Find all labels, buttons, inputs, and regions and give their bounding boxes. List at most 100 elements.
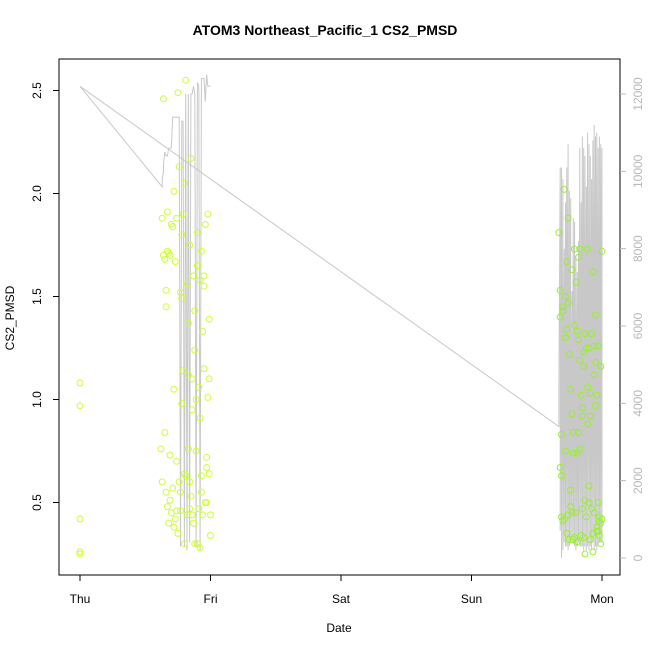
data-point <box>584 245 592 253</box>
data-point <box>188 375 196 383</box>
data-point <box>195 383 203 391</box>
data-point <box>578 412 586 420</box>
data-point <box>188 406 196 414</box>
data-point <box>576 356 584 364</box>
data-point <box>581 330 589 338</box>
data-point <box>592 358 599 366</box>
data-point <box>179 210 187 218</box>
data-point <box>581 496 589 504</box>
y2-tick-label: 8000 <box>631 235 645 262</box>
data-point <box>595 532 603 539</box>
data-point <box>567 385 575 393</box>
data-point <box>205 470 213 478</box>
data-point <box>157 445 165 453</box>
data-point <box>560 185 568 193</box>
data-point <box>203 499 211 506</box>
y-tick-label: 1.5 <box>30 288 44 305</box>
data-point <box>575 336 582 344</box>
data-point <box>590 509 598 517</box>
data-point <box>174 89 182 97</box>
data-point <box>193 229 201 237</box>
data-point <box>180 179 188 187</box>
data-point <box>564 511 572 519</box>
y2-tick-label: 10000 <box>631 154 645 188</box>
data-point <box>161 429 169 436</box>
data-point <box>186 241 194 249</box>
y-tick-label: 2.5 <box>30 82 44 99</box>
data-point <box>76 402 84 410</box>
data-point <box>200 365 208 373</box>
data-point <box>582 513 590 521</box>
plot-frame <box>58 58 621 576</box>
data-point <box>571 245 579 253</box>
data-point <box>175 163 183 171</box>
data-point <box>76 548 84 556</box>
data-point <box>171 258 179 265</box>
chart-title: ATOM3 Northeast_Pacific_1 CS2_PMSD <box>193 22 458 38</box>
data-point <box>569 429 577 436</box>
data-point <box>586 389 594 397</box>
data-point <box>597 519 605 527</box>
data-point <box>158 478 166 486</box>
data-point <box>590 342 598 350</box>
data-point <box>169 484 177 492</box>
data-point <box>196 414 204 422</box>
data-point <box>585 482 593 490</box>
data-point <box>205 315 213 323</box>
data-point <box>559 517 567 525</box>
data-point <box>193 262 201 270</box>
data-point <box>571 321 579 329</box>
data-point <box>166 451 174 459</box>
data-point <box>179 367 187 375</box>
data-point <box>175 478 183 486</box>
x-tick-label: Sat <box>332 592 351 606</box>
data-point <box>563 529 571 537</box>
data-point <box>166 251 174 259</box>
plot-layer <box>76 74 606 559</box>
data-point <box>191 540 199 548</box>
data-point <box>177 507 184 515</box>
data-point <box>560 515 568 523</box>
data-point <box>199 511 207 519</box>
data-point <box>178 400 186 408</box>
data-point <box>573 328 581 335</box>
data-point <box>170 385 178 393</box>
data-point <box>197 247 205 255</box>
data-point <box>191 346 199 354</box>
data-point <box>592 402 599 410</box>
data-point <box>180 470 188 478</box>
data-point <box>178 295 186 303</box>
y2-tick-label: 6000 <box>631 312 645 339</box>
data-point <box>76 550 84 558</box>
data-point <box>158 214 166 222</box>
data-point <box>204 210 212 218</box>
data-point <box>163 503 171 511</box>
data-point <box>564 299 572 307</box>
data-point <box>170 523 178 531</box>
data-point <box>188 511 196 519</box>
data-point <box>590 371 598 379</box>
data-point <box>578 505 586 513</box>
axes-layer: Thu Fri Sat Sun Mon 0.5 1.0 1.5 2.0 2.5 0 2000 4000 6… <box>30 77 645 606</box>
data-point <box>180 540 188 548</box>
data-point <box>184 445 192 453</box>
data-point <box>197 488 205 496</box>
data-point <box>575 253 582 261</box>
data-point <box>586 536 594 544</box>
data-point <box>558 472 565 480</box>
data-point <box>573 538 581 546</box>
data-point <box>573 449 581 457</box>
data-point <box>558 431 565 438</box>
data-point <box>585 499 593 506</box>
data-point <box>576 245 584 253</box>
data-point <box>584 420 592 428</box>
data-point <box>580 534 588 541</box>
data-point <box>568 509 576 517</box>
data-point <box>203 464 211 471</box>
x-tick-label: Thu <box>70 592 91 606</box>
data-point <box>173 457 181 465</box>
y-axis-label: CS2_PMSD <box>3 285 17 350</box>
data-point <box>580 348 588 356</box>
data-point <box>201 220 209 228</box>
data-point <box>594 342 602 350</box>
